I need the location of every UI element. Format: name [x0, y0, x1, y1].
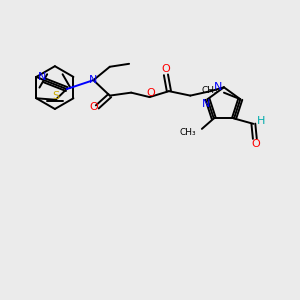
Text: CH₃: CH₃ [201, 86, 218, 95]
Text: H: H [256, 116, 265, 126]
Text: N: N [89, 75, 98, 85]
Text: O: O [89, 103, 98, 112]
Text: CH₃: CH₃ [180, 128, 196, 137]
Text: S: S [52, 91, 59, 101]
Text: O: O [147, 88, 155, 98]
Text: O: O [161, 64, 170, 74]
Text: N: N [202, 99, 211, 109]
Text: N: N [38, 73, 46, 82]
Text: N: N [214, 82, 223, 92]
Text: O: O [251, 139, 260, 149]
